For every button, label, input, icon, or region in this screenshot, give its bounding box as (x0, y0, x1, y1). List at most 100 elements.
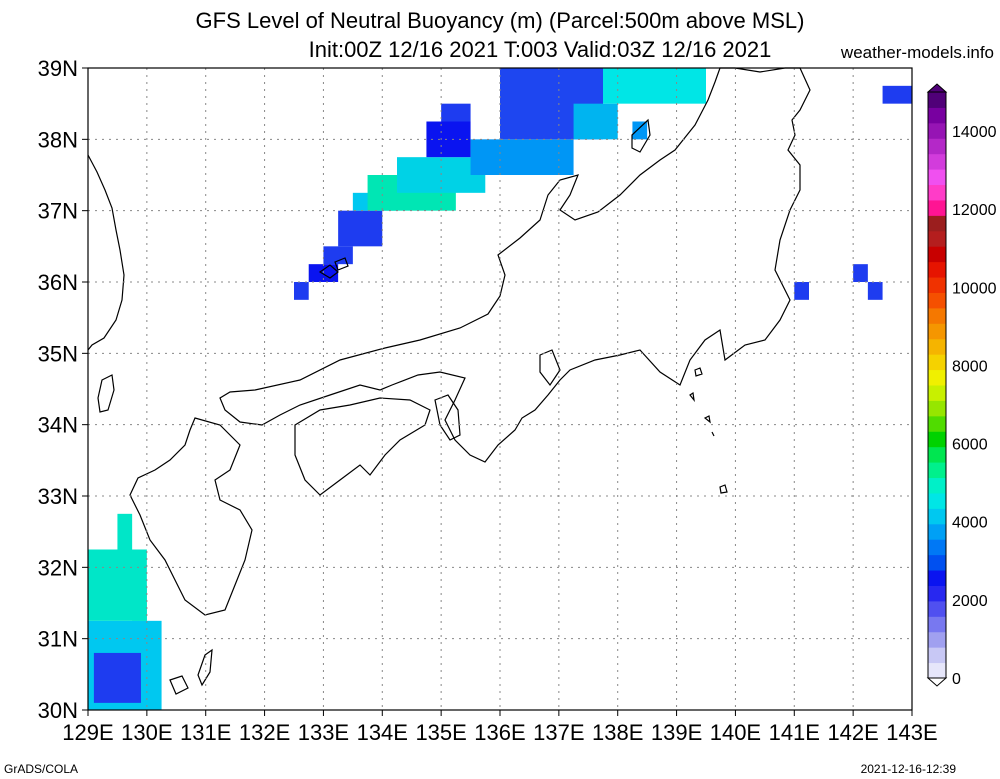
footer-timestamp: 2021-12-16-12:39 (860, 762, 956, 776)
map-title: GFS Level of Neutral Buoyancy (m) (Parce… (195, 8, 805, 33)
coastline-layer (87, 67, 811, 695)
colorbar-swatch (928, 462, 946, 479)
source-site: weather-models.info (840, 43, 994, 62)
field-cell-8 (338, 210, 383, 247)
lat-label: 30N (38, 698, 78, 723)
colorbar-swatch (928, 277, 946, 293)
field-cell-3 (117, 513, 133, 550)
colorbar-swatch (928, 539, 946, 556)
colorbar-swatch (928, 122, 946, 139)
field-cell-16 (573, 103, 618, 140)
colorbar-swatch (928, 138, 946, 155)
oki-coastline (318, 257, 349, 279)
colorbar-swatch (928, 230, 946, 247)
colorbar-swatch (928, 354, 946, 371)
colorbar-swatch (928, 415, 946, 432)
colorbar-swatch (928, 169, 946, 186)
colorbar-swatch (928, 369, 946, 386)
colorbar-frame (927, 91, 947, 679)
shikoku-coastline (294, 397, 431, 496)
colorbar-swatch (928, 554, 946, 571)
colorbar-label: 4000 (952, 515, 988, 532)
lon-label: 139E (651, 720, 702, 745)
colorbar-swatch (928, 338, 946, 355)
sado-coastline (631, 118, 651, 153)
field-cell-21 (853, 264, 868, 282)
colorbar-swatch (928, 153, 946, 170)
lat-label: 32N (38, 555, 78, 580)
lon-label: 130E (121, 720, 172, 745)
lat-label: 34N (38, 413, 78, 438)
colorbar-swatch (928, 492, 946, 509)
lat-label: 31N (38, 627, 78, 652)
field-cell-14 (470, 139, 574, 175)
korea-coastline (87, 154, 125, 351)
lon-label: 131E (180, 720, 231, 745)
colorbar-label: 10000 (952, 280, 997, 297)
lat-label: 33N (38, 484, 78, 509)
lon-label: 141E (769, 720, 820, 745)
colorbar-swatch (928, 446, 946, 463)
field-cell-22 (867, 282, 883, 300)
colorbar-swatch (928, 570, 946, 586)
colorbar-label: 14000 (952, 124, 997, 141)
tsushima-coastline (97, 374, 115, 413)
honshu-coastline (219, 67, 811, 463)
colorbar-swatch (928, 431, 946, 448)
colorbar-swatch (928, 307, 946, 324)
field-cell-20 (794, 282, 809, 300)
colorbar-swatch (928, 647, 946, 664)
colorbar-swatch (928, 184, 946, 201)
lat-label: 35N (38, 341, 78, 366)
colorbar-swatch (928, 477, 946, 494)
footer-credit: GrADS/COLA (4, 762, 79, 776)
colorbar-label: 2000 (952, 593, 988, 610)
colorbar-label: 8000 (952, 358, 988, 375)
colorbar-swatch (928, 523, 946, 540)
colorbar-swatch (928, 199, 946, 216)
lat-label: 38N (38, 127, 78, 152)
lat-label: 37N (38, 199, 78, 224)
field-cell-19 (882, 85, 912, 104)
colorbar-top-arrow (926, 83, 948, 93)
colorbar-swatch (928, 261, 946, 278)
colorbar-swatch (928, 631, 946, 648)
izu-islands (689, 367, 728, 494)
kyushu-coastline (129, 417, 253, 616)
colorbar-bottom-arrow (926, 677, 948, 687)
kii-peninsula (434, 394, 461, 441)
lon-label: 143E (886, 720, 937, 745)
colorbar-swatch (928, 585, 946, 602)
field-cell-12 (426, 121, 471, 158)
colorbar-swatch (928, 292, 946, 309)
lon-label: 129E (62, 720, 113, 745)
lon-label: 134E (357, 720, 408, 745)
colorbar-swatch (928, 107, 946, 124)
lon-label: 140E (710, 720, 761, 745)
map-axes: 129E 130E 131E 132E 133E 134E 135E 136E 137E 138E… (38, 56, 938, 745)
lon-label: 142E (827, 720, 878, 745)
map-subtitle: Init:00Z 12/16 2021 T:003 Valid:03Z 12/1… (308, 37, 772, 62)
color-bar: 0 2000 4000 6000 8000 10000 12000 14000 (926, 83, 997, 688)
colorbar-label: 6000 (952, 437, 988, 454)
lat-lon-grid (88, 68, 912, 710)
colorbar-swatch (928, 600, 946, 617)
field-cell-18 (632, 121, 648, 140)
colorbar-swatch (928, 92, 946, 108)
colorbar-swatch (928, 246, 946, 263)
noto-peninsula (539, 349, 561, 387)
colorbar-swatch (928, 385, 946, 401)
lon-label: 136E (474, 720, 525, 745)
field-cell-1 (93, 652, 141, 703)
colorbar-label: 0 (952, 671, 961, 688)
lon-label: 133E (298, 720, 349, 745)
field-cell-13 (441, 103, 471, 122)
lon-label: 132E (239, 720, 290, 745)
lat-label: 39N (38, 56, 78, 81)
colorbar-swatch (928, 400, 946, 417)
lon-label: 137E (533, 720, 584, 745)
colorbar-swatch (928, 508, 946, 525)
lat-label: 36N (38, 270, 78, 295)
field-cell-5 (294, 282, 309, 300)
